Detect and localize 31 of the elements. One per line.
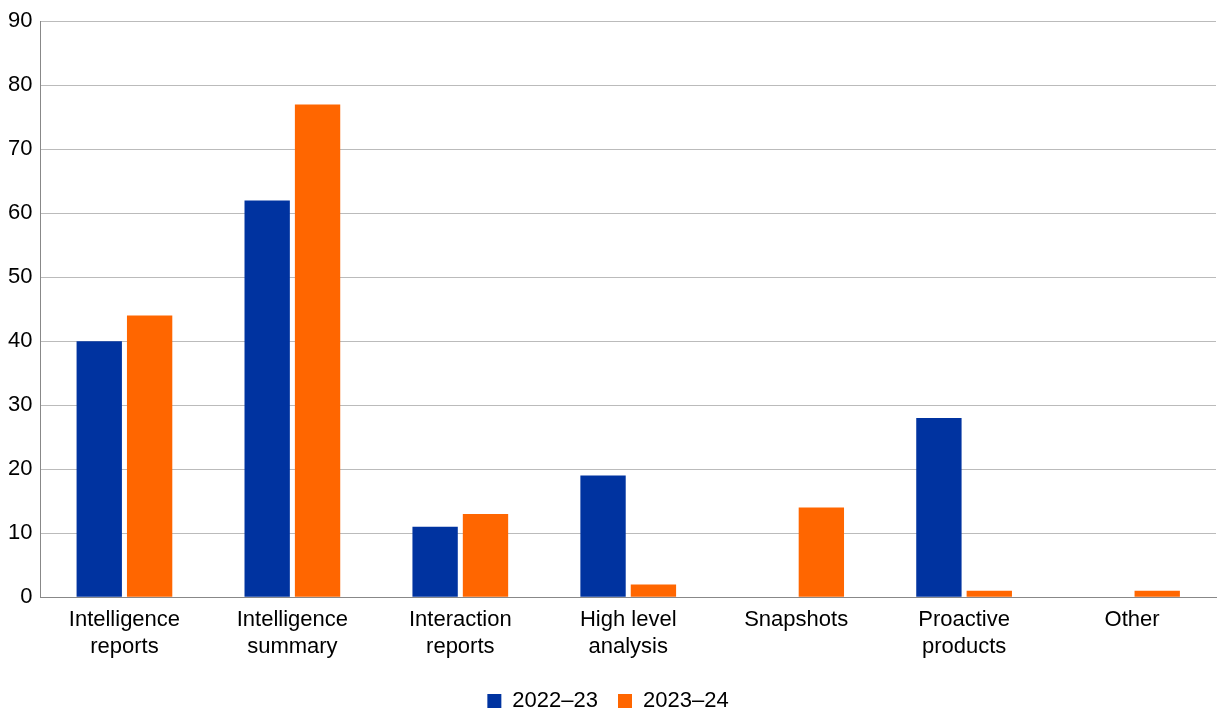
bar bbox=[412, 526, 458, 597]
x-tick-label: Interaction reports bbox=[408, 606, 512, 658]
y-tick-label: 40 bbox=[7, 327, 33, 353]
bar bbox=[916, 418, 962, 597]
y-tick-label: 50 bbox=[7, 263, 33, 289]
y-tick-label: 30 bbox=[7, 391, 33, 417]
y-tick-label: 0 bbox=[20, 583, 33, 609]
x-tick-label: Intelligence summary bbox=[236, 606, 349, 658]
y-tick-label: 70 bbox=[7, 135, 33, 161]
bar bbox=[294, 104, 341, 597]
y-tick-label: 20 bbox=[7, 455, 33, 481]
x-tick-label: High level analysis bbox=[579, 606, 677, 658]
bar bbox=[580, 475, 626, 597]
bar bbox=[1134, 590, 1180, 597]
legend-label: 2022–23 bbox=[512, 687, 599, 713]
bar bbox=[76, 341, 122, 597]
bar bbox=[244, 200, 290, 597]
x-tick-label: Proactive products bbox=[918, 606, 1010, 658]
x-tick-label: Intelligence reports bbox=[68, 606, 181, 658]
y-tick-label: 60 bbox=[7, 199, 33, 225]
y-tick-label: 90 bbox=[7, 7, 33, 33]
bar bbox=[462, 514, 509, 597]
bar bbox=[966, 590, 1012, 597]
bar bbox=[630, 584, 677, 597]
x-tick-label: Snapshots bbox=[744, 606, 849, 632]
x-tick-label: Other bbox=[1104, 606, 1160, 632]
bar bbox=[798, 507, 845, 597]
y-tick-label: 80 bbox=[7, 71, 33, 97]
y-tick-label: 10 bbox=[7, 519, 33, 545]
bar bbox=[126, 315, 173, 597]
legend-label: 2023–24 bbox=[643, 687, 729, 713]
